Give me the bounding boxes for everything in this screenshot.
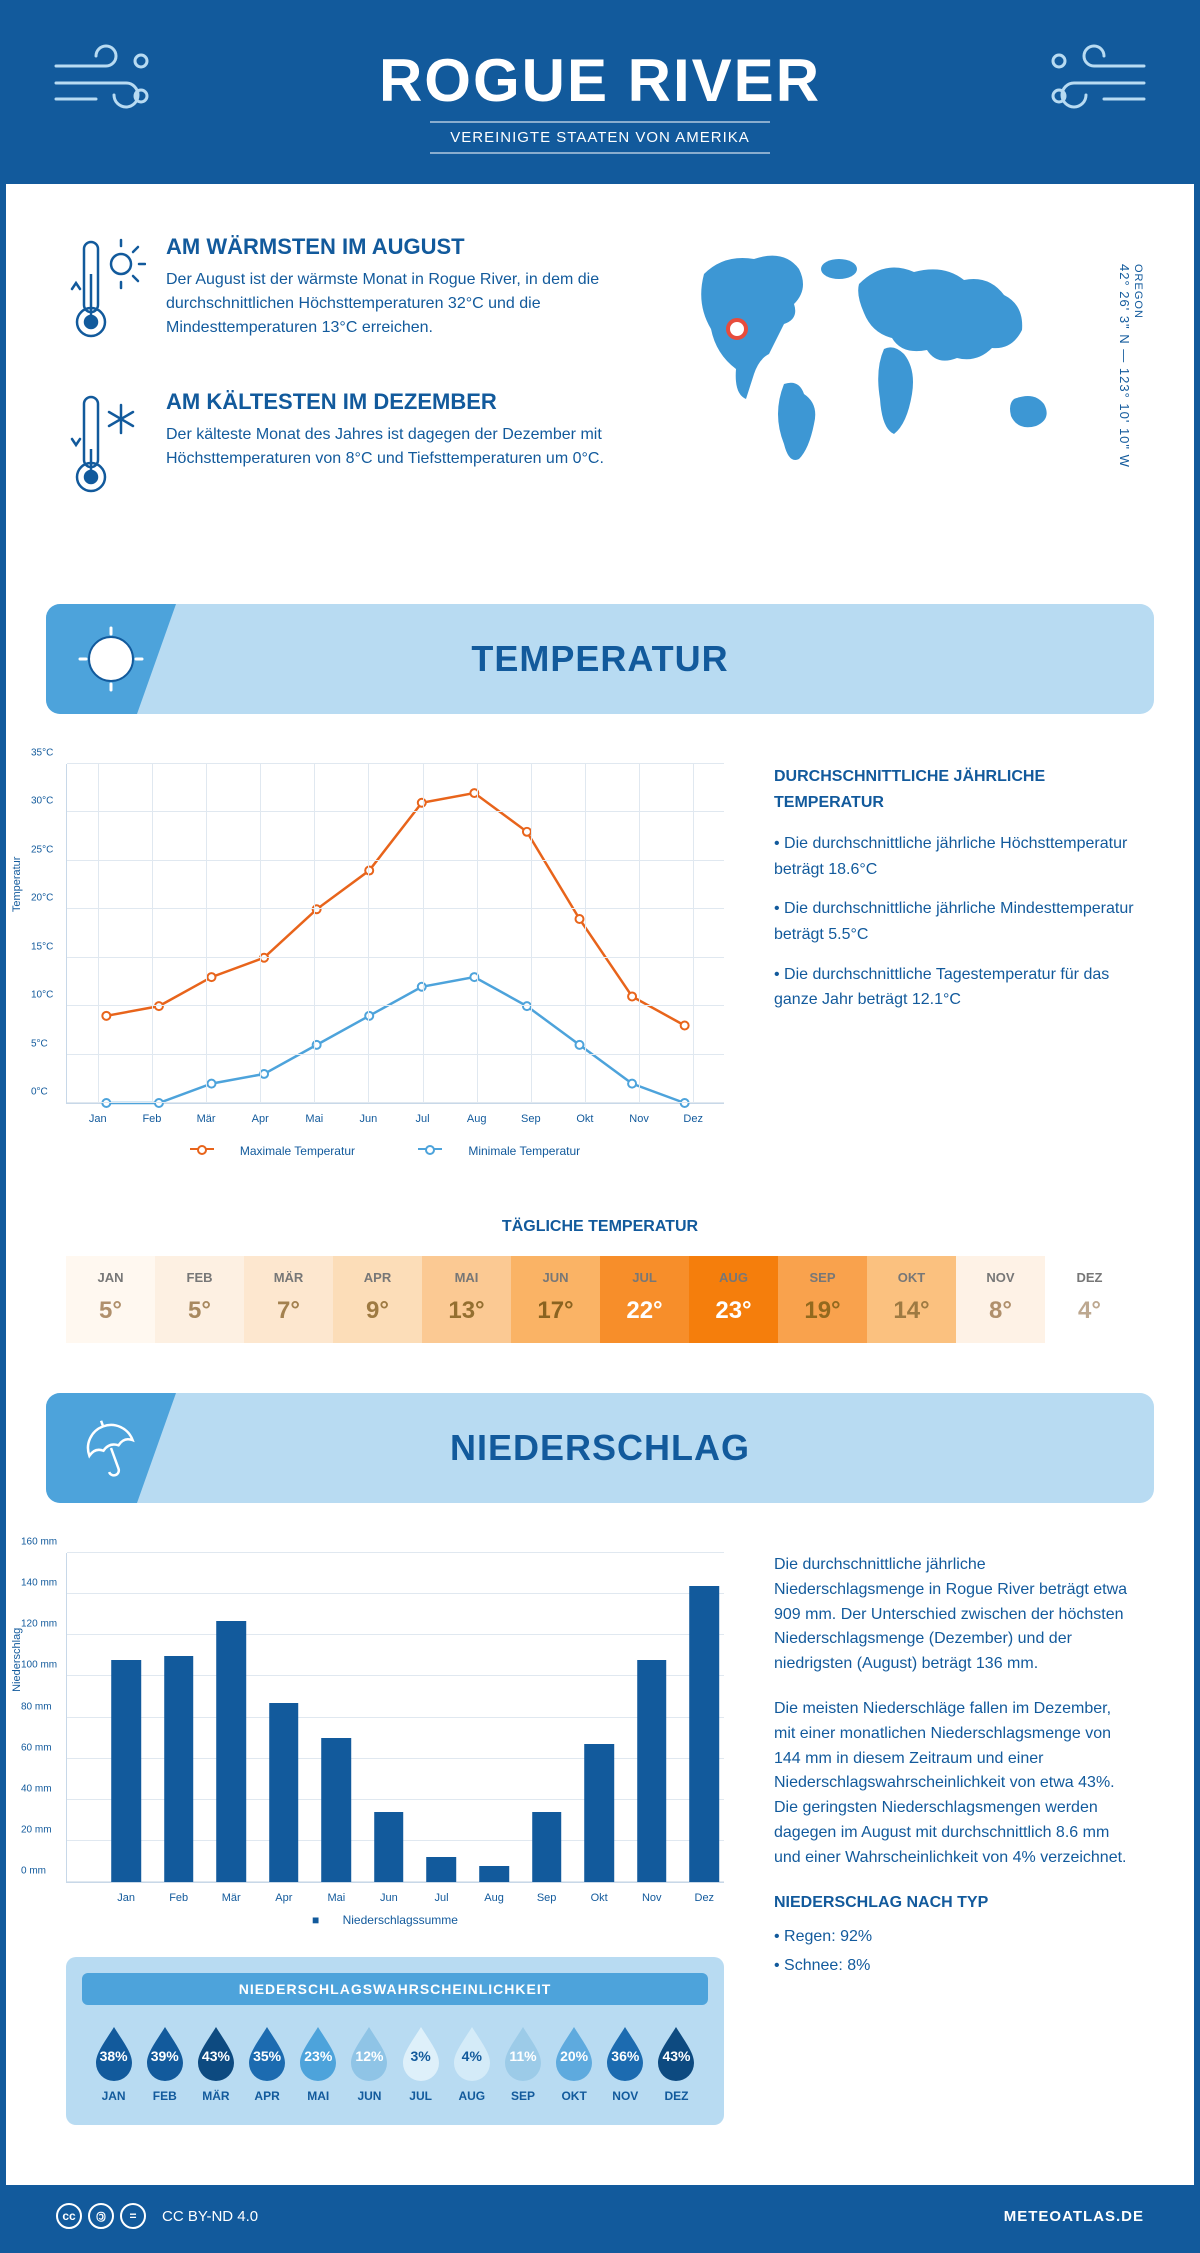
precip-type-title: NIEDERSCHLAG NACH TYP [774, 1891, 1134, 1916]
thermometer-sun-icon [66, 234, 146, 349]
chart-legend: ■ Niederschlagssumme [66, 1913, 724, 1927]
daily-temp-cell: FEB5° [155, 1256, 244, 1343]
intro-section: AM WÄRMSTEN IM AUGUST Der August ist der… [6, 184, 1194, 584]
daily-temp-cell: MÄR7° [244, 1256, 333, 1343]
summary-bullet: • Die durchschnittliche jährliche Höchst… [774, 831, 1134, 882]
summary-bullet: • Die durchschnittliche Tagestemperatur … [774, 962, 1134, 1013]
bar [690, 1586, 720, 1882]
header: ROGUE RIVER VEREINIGTE STAATEN VON AMERI… [6, 6, 1194, 184]
daily-temp-cell: NOV8° [956, 1256, 1045, 1343]
bar [164, 1656, 194, 1882]
precip-type: • Regen: 92% [774, 1925, 1134, 1950]
daily-temp-table: JAN5°FEB5°MÄR7°APR9°MAI13°JUN17°JUL22°AU… [66, 1256, 1134, 1343]
bar [532, 1812, 562, 1882]
section-banner-precipitation: NIEDERSCHLAG [46, 1393, 1154, 1503]
nd-icon: = [120, 2203, 146, 2229]
summary-text: Die durchschnittliche jährliche Niedersc… [774, 1553, 1134, 1677]
cc-icon: cc [56, 2203, 82, 2229]
probability-drop: 11%SEP [497, 2023, 548, 2103]
summary-text: Die meisten Niederschläge fallen im Deze… [774, 1697, 1134, 1871]
license: cc 🄯 = CC BY-ND 4.0 [56, 2203, 258, 2229]
probability-drop: 43%DEZ [651, 2023, 702, 2103]
bar [584, 1744, 614, 1882]
fact-coldest: AM KÄLTESTEN IM DEZEMBER Der kälteste Mo… [66, 389, 634, 504]
coordinates: OREGON 42° 26' 3" N — 123° 10' 10" W [1117, 264, 1144, 468]
fact-warmest: AM WÄRMSTEN IM AUGUST Der August ist der… [66, 234, 634, 349]
fact-text: Der August ist der wärmste Monat in Rogu… [166, 268, 634, 340]
bar [322, 1738, 352, 1882]
probability-drop: 20%OKT [549, 2023, 600, 2103]
section-title: TEMPERATUR [471, 638, 728, 680]
probability-title: NIEDERSCHLAGSWAHRSCHEINLICHKEIT [82, 1973, 708, 2005]
probability-drop: 35%APR [242, 2023, 293, 2103]
temperature-line-chart: Temperatur 0°C5°C10°C15°C20°C25°C30°C35°… [66, 764, 724, 1158]
bar [479, 1866, 509, 1882]
probability-drop: 3%JUL [395, 2023, 446, 2103]
umbrella-icon [46, 1393, 176, 1503]
precipitation-bar-chart: Niederschlag 0 mm20 mm40 mm60 mm80 mm100… [66, 1553, 724, 1883]
page-subtitle: VEREINIGTE STAATEN VON AMERIKA [430, 121, 770, 154]
section-banner-temperature: TEMPERATUR [46, 604, 1154, 714]
sun-icon [46, 604, 176, 714]
thermometer-snow-icon [66, 389, 146, 504]
page-title: ROGUE RIVER [26, 46, 1174, 115]
precip-type: • Schnee: 8% [774, 1954, 1134, 1979]
by-icon: 🄯 [88, 2203, 114, 2229]
y-axis-label: Temperatur [11, 856, 23, 912]
temperature-summary: DURCHSCHNITTLICHE JÄHRLICHE TEMPERATUR •… [774, 764, 1134, 1158]
daily-temp-cell: APR9° [333, 1256, 422, 1343]
site-name: METEOATLAS.DE [1004, 2208, 1144, 2225]
bar [427, 1857, 457, 1882]
infographic-page: ROGUE RIVER VEREINIGTE STAATEN VON AMERI… [0, 0, 1200, 2253]
wind-icon [1044, 41, 1154, 126]
fact-title: AM KÄLTESTEN IM DEZEMBER [166, 389, 634, 415]
location-marker [726, 318, 748, 340]
probability-drop: 39%FEB [139, 2023, 190, 2103]
probability-drop: 23%MAI [293, 2023, 344, 2103]
probability-drop: 36%NOV [600, 2023, 651, 2103]
footer: cc 🄯 = CC BY-ND 4.0 METEOATLAS.DE [6, 2185, 1194, 2247]
fact-text: Der kälteste Monat des Jahres ist dagege… [166, 423, 634, 471]
chart-legend: Maximale Temperatur Minimale Temperatur [66, 1144, 724, 1158]
bar [637, 1660, 667, 1882]
daily-temp-cell: JAN5° [66, 1256, 155, 1343]
world-map-svg [674, 234, 1104, 474]
daily-temp-cell: DEZ4° [1045, 1256, 1134, 1343]
bar [269, 1703, 299, 1882]
probability-drop: 43%MÄR [190, 2023, 241, 2103]
daily-temp-cell: MAI13° [422, 1256, 511, 1343]
daily-temp-cell: OKT14° [867, 1256, 956, 1343]
location-map: OREGON 42° 26' 3" N — 123° 10' 10" W [674, 234, 1134, 544]
wind-icon [46, 41, 156, 126]
daily-temp-title: TÄGLICHE TEMPERATUR [6, 1218, 1194, 1236]
probability-drop: 4%AUG [446, 2023, 497, 2103]
daily-temp-cell: JUN17° [511, 1256, 600, 1343]
daily-temp-cell: AUG23° [689, 1256, 778, 1343]
probability-drop: 38%JAN [88, 2023, 139, 2103]
precipitation-summary: Die durchschnittliche jährliche Niedersc… [774, 1553, 1134, 2125]
probability-panel: NIEDERSCHLAGSWAHRSCHEINLICHKEIT 38%JAN39… [66, 1957, 724, 2125]
bar [374, 1812, 404, 1882]
bar [111, 1660, 141, 1882]
probability-drop: 12%JUN [344, 2023, 395, 2103]
summary-bullet: • Die durchschnittliche jährliche Mindes… [774, 896, 1134, 947]
fact-title: AM WÄRMSTEN IM AUGUST [166, 234, 634, 260]
summary-title: DURCHSCHNITTLICHE JÄHRLICHE TEMPERATUR [774, 764, 1134, 815]
section-title: NIEDERSCHLAG [450, 1427, 750, 1469]
daily-temp-cell: SEP19° [778, 1256, 867, 1343]
bar [216, 1621, 246, 1882]
daily-temp-cell: JUL22° [600, 1256, 689, 1343]
